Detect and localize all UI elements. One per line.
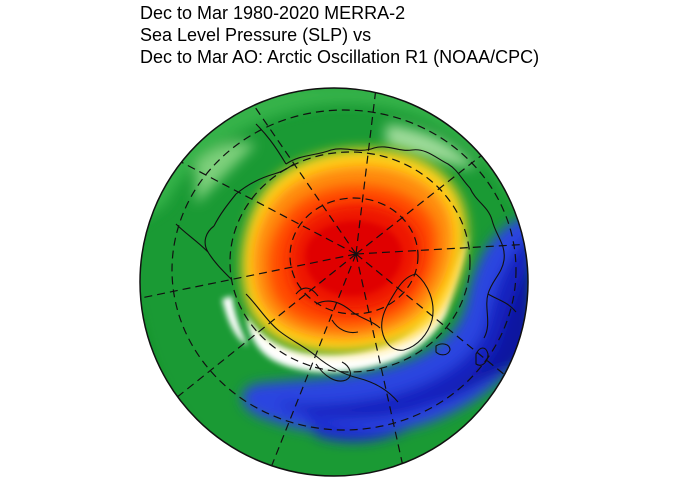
latitude-gridlines xyxy=(171,109,517,431)
polar-globe xyxy=(139,87,529,477)
coastlines xyxy=(175,123,517,403)
globe-outline xyxy=(139,87,529,477)
title-line-2: Sea Level Pressure (SLP) vs xyxy=(140,25,372,45)
globe-fill xyxy=(140,88,528,476)
title-line-3: Dec to Mar AO: Arctic Oscillation R1 (NO… xyxy=(140,47,540,67)
chart-title: Dec to Mar 1980-2020 MERRA-2 Sea Level P… xyxy=(140,2,680,68)
correlation-map xyxy=(136,84,532,480)
title-line-1: Dec to Mar 1980-2020 MERRA-2 xyxy=(140,3,406,23)
